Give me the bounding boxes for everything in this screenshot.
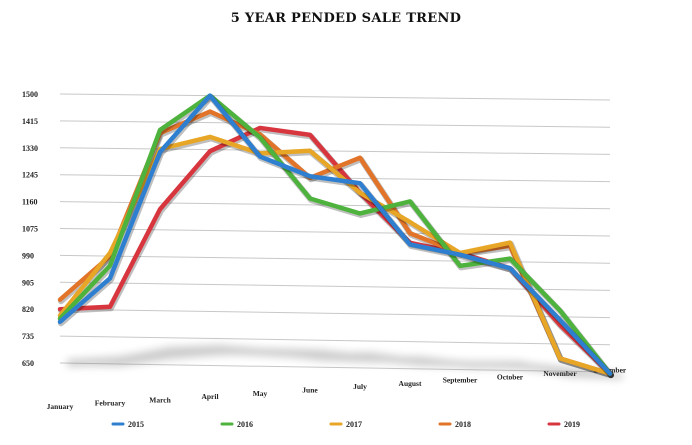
legend-label: 2019 — [564, 420, 580, 429]
x-tick-label: July — [353, 382, 367, 391]
series-shadow — [67, 348, 623, 380]
gridline — [59, 254, 611, 264]
gridline — [59, 147, 611, 155]
gridline — [59, 93, 611, 101]
gridline — [59, 362, 611, 373]
data-point — [458, 264, 462, 268]
series-line — [57, 93, 613, 376]
data-point — [158, 128, 162, 132]
data-point — [108, 264, 112, 268]
chart-title: 5 YEAR PENDED SALE TREND — [231, 11, 462, 26]
data-point — [58, 298, 62, 302]
y-tick-label: 1075 — [22, 225, 38, 234]
line-shadows — [67, 344, 623, 380]
x-tick-label: January — [47, 402, 74, 411]
y-axis-tick-labels: 650 735 820 905 990 1075 1160 1245 1330 1415 1500 — [22, 90, 38, 368]
data-point — [158, 207, 162, 211]
gridlines — [59, 93, 611, 373]
data-point — [408, 220, 412, 224]
data-point — [208, 149, 212, 153]
x-tick-label: June — [302, 386, 318, 395]
data-point — [208, 135, 212, 139]
legend-item-2016: 2016 — [220, 420, 253, 429]
data-point — [508, 241, 512, 245]
data-point — [58, 307, 62, 311]
data-point — [358, 181, 362, 185]
data-point — [558, 356, 562, 360]
data-point — [408, 231, 412, 235]
series-line — [57, 134, 613, 376]
data-point — [308, 196, 312, 201]
data-point — [108, 251, 112, 255]
series-2015 — [57, 93, 614, 379]
data-point — [208, 94, 212, 98]
data-point — [308, 174, 312, 178]
data-point — [358, 211, 362, 216]
data-point — [558, 318, 562, 322]
data-point — [508, 266, 512, 270]
y-tick-label: 735 — [22, 332, 34, 341]
y-tick-label: 650 — [22, 359, 34, 368]
gridline — [59, 281, 611, 291]
data-point — [558, 308, 562, 313]
series-line — [57, 93, 613, 376]
series-lines — [57, 93, 614, 379]
data-point — [608, 372, 612, 376]
series-line-edge — [58, 94, 614, 379]
data-point — [258, 154, 262, 159]
legend-item-2019: 2019 — [547, 420, 580, 429]
x-tick-label: September — [443, 376, 478, 385]
y-tick-label: 1415 — [22, 117, 38, 126]
y-tick-label: 1500 — [22, 90, 38, 99]
data-point — [308, 133, 312, 137]
legend-item-2015: 2015 — [111, 420, 144, 429]
data-point — [258, 126, 262, 130]
data-point — [158, 150, 162, 154]
gridline — [59, 120, 611, 128]
data-point — [358, 156, 362, 160]
legend-label: 2016 — [237, 420, 253, 429]
data-point — [258, 135, 262, 140]
x-tick-label: March — [149, 395, 171, 404]
gridline — [59, 335, 611, 346]
data-point — [458, 253, 462, 257]
data-point — [308, 149, 312, 153]
y-tick-label: 990 — [22, 251, 34, 260]
data-point — [408, 242, 412, 247]
data-point — [58, 320, 62, 324]
gridline — [59, 308, 611, 319]
data-point — [358, 191, 362, 195]
y-tick-label: 1245 — [22, 171, 38, 180]
x-tick-label: November — [543, 369, 577, 378]
x-tick-label: August — [399, 379, 422, 388]
series-line-edge — [58, 94, 614, 379]
legend-item-2018: 2018 — [438, 420, 471, 429]
y-tick-label: 820 — [22, 305, 34, 314]
legend-label: 2017 — [346, 420, 362, 429]
data-point — [508, 256, 512, 261]
legend-label: 2015 — [128, 420, 144, 429]
y-tick-label: 905 — [22, 278, 34, 287]
data-point — [108, 305, 112, 309]
gridline — [59, 228, 611, 237]
legend-label: 2018 — [455, 420, 471, 429]
x-tick-label: December — [594, 366, 627, 375]
y-tick-label: 1330 — [22, 144, 38, 153]
data-point — [408, 199, 412, 204]
legend-item-2017: 2017 — [329, 420, 362, 429]
x-tick-label: May — [253, 389, 268, 398]
x-axis-tick-labels: January February March April May June July Augu… — [47, 366, 627, 411]
x-tick-label: February — [95, 399, 126, 408]
legend: 2015 2016 2017 2018 2019 — [111, 420, 580, 429]
x-tick-label: October — [497, 372, 524, 381]
data-point — [108, 276, 112, 280]
data-point — [208, 109, 212, 114]
x-tick-label: April — [201, 392, 218, 401]
y-tick-label: 1160 — [22, 198, 38, 207]
